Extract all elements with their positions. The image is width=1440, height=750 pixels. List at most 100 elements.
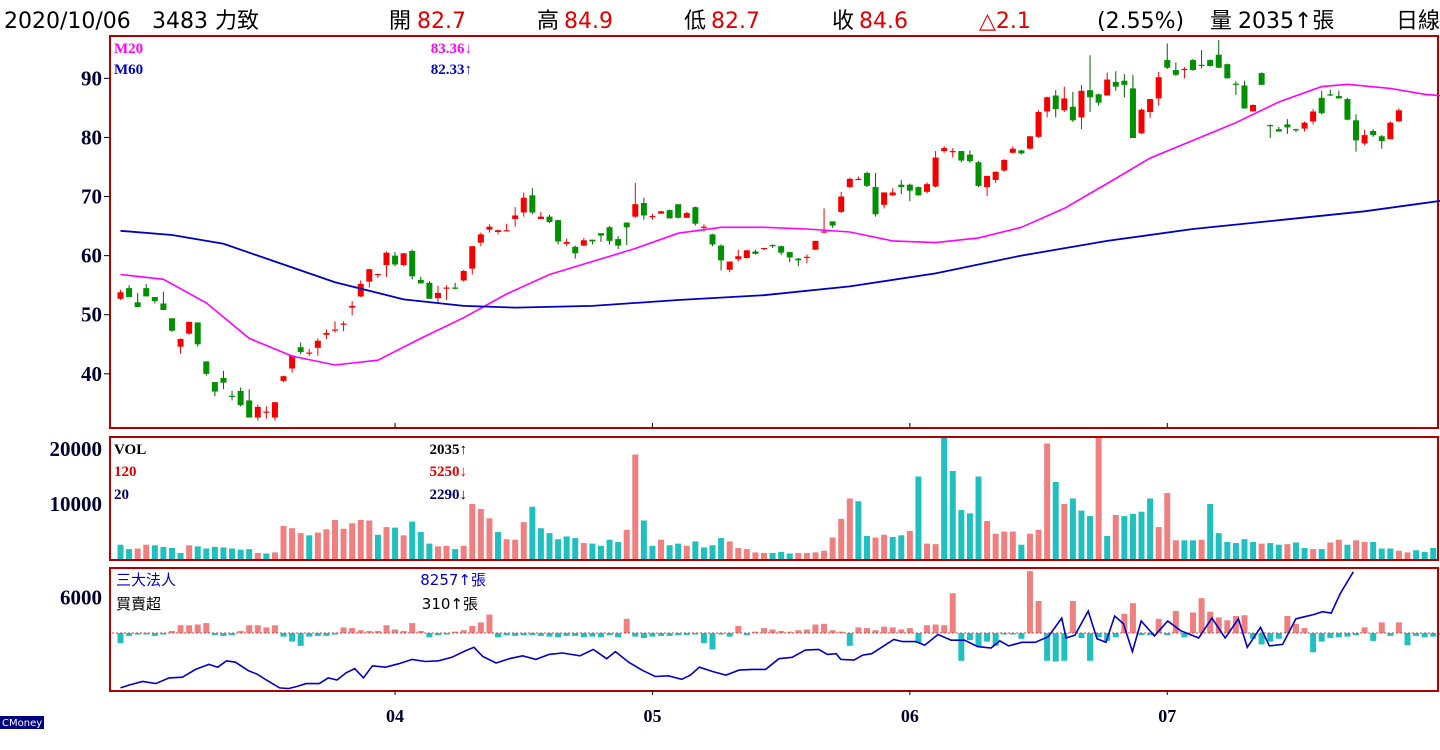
- volume-bar: [186, 545, 193, 559]
- volume-bar: [392, 527, 399, 559]
- volume-bar: [383, 527, 390, 559]
- volume-bar: [563, 536, 570, 559]
- candle-down: [246, 400, 253, 418]
- candle-up: [323, 333, 330, 335]
- ma20-value: 2290↓: [430, 487, 468, 503]
- volume-bar: [606, 539, 613, 559]
- volume-bar: [503, 539, 510, 559]
- volume-bar: [735, 548, 742, 559]
- candle-up: [460, 271, 467, 281]
- institutional-panel-frame: [109, 567, 1439, 692]
- net-buy-sell-bar: [829, 630, 836, 634]
- volume-bar: [323, 529, 330, 559]
- quote-date: 2020/10/06: [4, 9, 131, 34]
- ma120-label: 120: [114, 464, 137, 480]
- volume-bar: [666, 545, 673, 559]
- volume-bar: [1112, 515, 1119, 559]
- volume-bar: [314, 532, 321, 559]
- candle-up: [735, 256, 742, 260]
- net-buy-sell-bar: [726, 633, 733, 637]
- net-buy-sell-bar: [1044, 633, 1051, 661]
- volume-bar: [958, 510, 965, 559]
- volume-bar: [1335, 539, 1342, 559]
- volume-bar: [846, 498, 853, 559]
- net-buy-sell-bar: [941, 625, 948, 634]
- open-label: 開: [389, 9, 411, 34]
- net-buy-sell-bar: [563, 633, 570, 636]
- candle-down: [1069, 106, 1076, 121]
- volume-bar: [1310, 549, 1317, 559]
- net-buy-sell-bar: [1129, 603, 1136, 634]
- candle-down: [1207, 60, 1214, 66]
- volume-bar: [1061, 504, 1068, 559]
- volume-bar: [898, 535, 905, 559]
- volume-bar: [572, 538, 579, 559]
- net-buy-sell-bar: [958, 633, 965, 661]
- volume-bar: [743, 549, 750, 559]
- candle-up: [761, 247, 767, 250]
- candle-down: [752, 251, 759, 254]
- candle-up: [1061, 98, 1068, 111]
- price-y-tick: 90: [81, 66, 102, 90]
- candle-up: [306, 352, 313, 354]
- candle-down: [1284, 124, 1291, 128]
- net-buy-sell-bar: [1155, 618, 1162, 634]
- institutional-line: [120, 571, 1354, 690]
- candle-down: [1267, 125, 1274, 127]
- net-buy-sell-bar: [761, 628, 767, 634]
- candle-down: [203, 361, 210, 374]
- candle-down: [615, 239, 622, 246]
- candle-down: [709, 234, 716, 245]
- volume-bar: [984, 521, 991, 559]
- volume-bar: [752, 552, 759, 559]
- net-buy-sell-bar: [555, 633, 562, 638]
- volume-bar: [915, 476, 922, 559]
- candle-down: [160, 303, 167, 310]
- candle-down: [555, 220, 562, 242]
- volume-bar: [726, 541, 733, 559]
- volume-bar: [254, 552, 261, 559]
- net-buy-sell-bar: [786, 631, 793, 634]
- volume-bar: [1138, 511, 1145, 559]
- volume-bar: [297, 533, 304, 559]
- net-buy-sell-bar: [1087, 633, 1094, 661]
- volume-bar: [374, 534, 381, 559]
- candle-up: [580, 240, 587, 246]
- candle-up: [495, 230, 502, 232]
- net-buy-sell-bar: [1035, 601, 1042, 634]
- candle-up: [821, 231, 828, 233]
- m20-label: M20: [114, 41, 143, 57]
- volume-bar: [529, 506, 536, 559]
- volume-bar: [426, 543, 433, 559]
- m20-line: [120, 83, 1440, 366]
- net-buy-sell-bar: [1181, 633, 1188, 638]
- net-buy-sell-bar: [211, 633, 218, 636]
- volume-bar: [718, 538, 725, 559]
- candle-up: [357, 284, 364, 297]
- net-buy-sell-bar: [246, 625, 253, 634]
- candle-down: [126, 288, 133, 297]
- candle-up: [1387, 122, 1394, 140]
- stock-name: 3483 力致: [152, 9, 259, 34]
- net-buy-sell-bar: [675, 633, 682, 636]
- net-buy-sell-bar: [606, 633, 613, 636]
- candle-up: [400, 253, 407, 266]
- volume-legend: VOL 2035↑ 120 5250↓ 20 2290↓: [112, 439, 476, 503]
- candle-down: [426, 282, 433, 299]
- price-y-tick: 80: [81, 125, 102, 149]
- price-y-tick: 70: [81, 185, 102, 209]
- net-buy-sell-bar: [400, 630, 407, 634]
- candle-down: [1190, 60, 1196, 71]
- net-buy-sell-bar: [203, 623, 210, 634]
- candle-down: [1198, 64, 1205, 66]
- net-buy-sell-bar: [1370, 633, 1377, 641]
- m60-line: [120, 200, 1440, 309]
- candle-up: [932, 157, 939, 187]
- volume-bar: [932, 544, 939, 559]
- volume-panel-frame: [109, 436, 1439, 561]
- volume-bar: [1292, 542, 1299, 559]
- moving-average-lines: [120, 83, 1440, 366]
- net-buy-sell-bar: [666, 633, 673, 636]
- volume-bar: [589, 543, 596, 559]
- open-value: 82.7: [417, 9, 466, 34]
